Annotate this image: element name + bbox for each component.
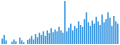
- chart: [0, 0, 120, 45]
- bar: [47, 30, 48, 44]
- bar: [117, 24, 118, 44]
- bar: [23, 42, 24, 44]
- bar: [13, 39, 14, 44]
- bar: [1, 39, 2, 44]
- bar: [74, 26, 75, 44]
- bar: [92, 20, 93, 44]
- bar: [99, 25, 100, 44]
- bar: [41, 35, 42, 44]
- bar: [109, 18, 110, 44]
- bar: [68, 28, 69, 44]
- bar: [70, 24, 71, 44]
- bar: [45, 36, 46, 44]
- bar: [84, 19, 85, 44]
- bar: [52, 32, 53, 44]
- bar: [15, 41, 16, 44]
- bar: [82, 27, 83, 44]
- bar: [48, 33, 49, 44]
- bars: [1, 1, 118, 44]
- bar: [43, 31, 44, 44]
- bar: [31, 36, 32, 44]
- bar: [7, 44, 8, 45]
- bar: [62, 33, 63, 44]
- bar: [56, 31, 57, 44]
- bar: [101, 15, 102, 44]
- bar: [58, 27, 59, 44]
- bar: [86, 12, 87, 44]
- bar: [35, 34, 36, 44]
- bar: [5, 40, 6, 44]
- bar: [97, 21, 98, 44]
- bar: [72, 30, 73, 44]
- bar: [111, 26, 112, 44]
- bar: [54, 30, 55, 44]
- bar: [88, 22, 89, 44]
- bar: [25, 44, 26, 45]
- bar: [29, 39, 30, 44]
- bar: [80, 25, 81, 44]
- bar: [94, 24, 95, 44]
- bar: [60, 30, 61, 44]
- bar: [39, 33, 40, 44]
- bar: [11, 42, 12, 44]
- bar: [113, 16, 114, 44]
- bar: [103, 22, 104, 44]
- bar: [115, 21, 116, 44]
- bar: [21, 40, 22, 44]
- bar: [64, 1, 65, 44]
- bar: [17, 44, 18, 45]
- bar: [9, 44, 10, 45]
- bar: [37, 37, 38, 44]
- bar: [3, 35, 4, 44]
- bar: [50, 28, 51, 44]
- bar: [105, 19, 106, 44]
- bar: [27, 40, 28, 44]
- bar: [76, 28, 77, 44]
- bar: [66, 31, 67, 44]
- bar: [19, 38, 20, 44]
- bar: [78, 21, 79, 44]
- bar: [107, 12, 108, 44]
- bar: [90, 26, 91, 44]
- bar: [95, 17, 96, 44]
- bar: [33, 39, 34, 44]
